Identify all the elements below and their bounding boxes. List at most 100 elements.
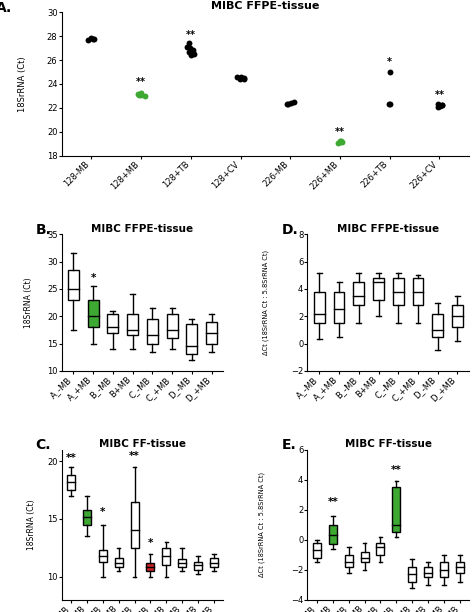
Bar <box>147 319 158 343</box>
Point <box>189 48 196 58</box>
Bar <box>392 487 400 532</box>
Point <box>191 49 198 59</box>
Bar <box>329 524 337 544</box>
Bar <box>146 563 155 571</box>
Point <box>240 73 248 83</box>
Point <box>284 99 292 109</box>
Point <box>334 138 341 148</box>
Point <box>337 136 345 146</box>
Title: MIBC FFPE-tissue: MIBC FFPE-tissue <box>211 1 319 12</box>
Point <box>240 73 248 83</box>
Point <box>336 136 344 146</box>
Point <box>337 138 344 147</box>
Text: **: ** <box>129 451 140 461</box>
Bar <box>452 305 463 327</box>
Bar <box>361 552 369 562</box>
Bar <box>178 559 186 567</box>
Bar <box>108 313 118 332</box>
Point <box>87 33 95 43</box>
Title: MIBC FF-tissue: MIBC FF-tissue <box>345 439 432 449</box>
Point <box>186 43 194 53</box>
Text: **: ** <box>186 30 196 40</box>
Bar <box>314 292 325 323</box>
Bar <box>313 543 321 558</box>
Text: *: * <box>91 274 96 283</box>
Point <box>438 100 446 110</box>
Point <box>386 67 393 77</box>
Bar <box>83 510 91 524</box>
Point <box>338 137 346 147</box>
Bar <box>373 278 384 300</box>
Title: MIBC FFPE-tissue: MIBC FFPE-tissue <box>337 223 439 234</box>
Point <box>185 39 193 48</box>
Bar <box>127 313 138 335</box>
Text: A.: A. <box>0 1 13 15</box>
Point <box>185 47 192 56</box>
Point <box>134 89 142 99</box>
Title: MIBC FFPE-tissue: MIBC FFPE-tissue <box>91 223 193 234</box>
Y-axis label: 18SrRNA (Ct): 18SrRNA (Ct) <box>27 499 36 550</box>
Point <box>137 89 145 99</box>
Point <box>283 99 291 108</box>
Point <box>237 72 245 81</box>
Point <box>386 99 393 108</box>
Point <box>434 99 442 109</box>
Bar <box>440 562 448 577</box>
Bar <box>210 558 218 567</box>
Text: E.: E. <box>282 438 296 452</box>
Text: *: * <box>148 538 153 548</box>
Bar <box>393 278 404 305</box>
Point <box>187 50 195 60</box>
Point <box>438 100 446 110</box>
Bar <box>194 562 202 570</box>
Point <box>435 102 442 111</box>
Point <box>237 74 244 84</box>
Bar <box>115 558 123 567</box>
Bar <box>206 322 217 343</box>
Text: **: ** <box>136 78 146 88</box>
Bar <box>456 562 464 573</box>
Text: **: ** <box>328 497 338 507</box>
Bar <box>167 313 178 338</box>
Text: *: * <box>100 507 106 517</box>
Point <box>287 98 294 108</box>
Point <box>385 99 392 109</box>
Bar <box>424 567 432 577</box>
Bar <box>345 554 353 567</box>
Bar <box>99 550 107 562</box>
Text: **: ** <box>335 127 345 137</box>
Y-axis label: ΔCt (18SrRNA Ct : 5.8SrRNA Ct): ΔCt (18SrRNA Ct : 5.8SrRNA Ct) <box>262 250 269 355</box>
Bar <box>88 300 99 327</box>
Text: C.: C. <box>36 438 51 452</box>
Bar <box>432 313 443 337</box>
Point <box>290 97 297 107</box>
Bar <box>334 292 345 323</box>
Text: D.: D. <box>282 223 298 237</box>
Title: MIBC FF-tissue: MIBC FF-tissue <box>99 439 186 449</box>
Text: **: ** <box>391 465 401 475</box>
Bar <box>68 270 79 300</box>
Point <box>190 45 197 55</box>
Bar <box>353 282 364 305</box>
Bar <box>67 475 75 490</box>
Point <box>436 101 444 111</box>
Point <box>141 91 149 101</box>
Bar <box>412 278 423 305</box>
Point <box>233 72 241 82</box>
Point <box>90 34 97 44</box>
Text: *: * <box>387 57 392 67</box>
Y-axis label: ΔCt (18SrRNA Ct : 5.8SrRNA Ct): ΔCt (18SrRNA Ct : 5.8SrRNA Ct) <box>259 472 265 577</box>
Point <box>137 90 145 100</box>
Point <box>84 35 92 45</box>
Y-axis label: 18SrRNA (Ct): 18SrRNA (Ct) <box>24 277 33 328</box>
Text: B.: B. <box>36 223 52 237</box>
Bar <box>376 543 384 554</box>
Bar <box>162 548 170 565</box>
Text: **: ** <box>435 90 445 100</box>
Bar <box>408 567 416 582</box>
Point <box>183 42 191 52</box>
Bar <box>131 502 138 548</box>
Point <box>136 91 143 100</box>
Point <box>90 34 98 43</box>
Text: **: ** <box>66 453 76 463</box>
